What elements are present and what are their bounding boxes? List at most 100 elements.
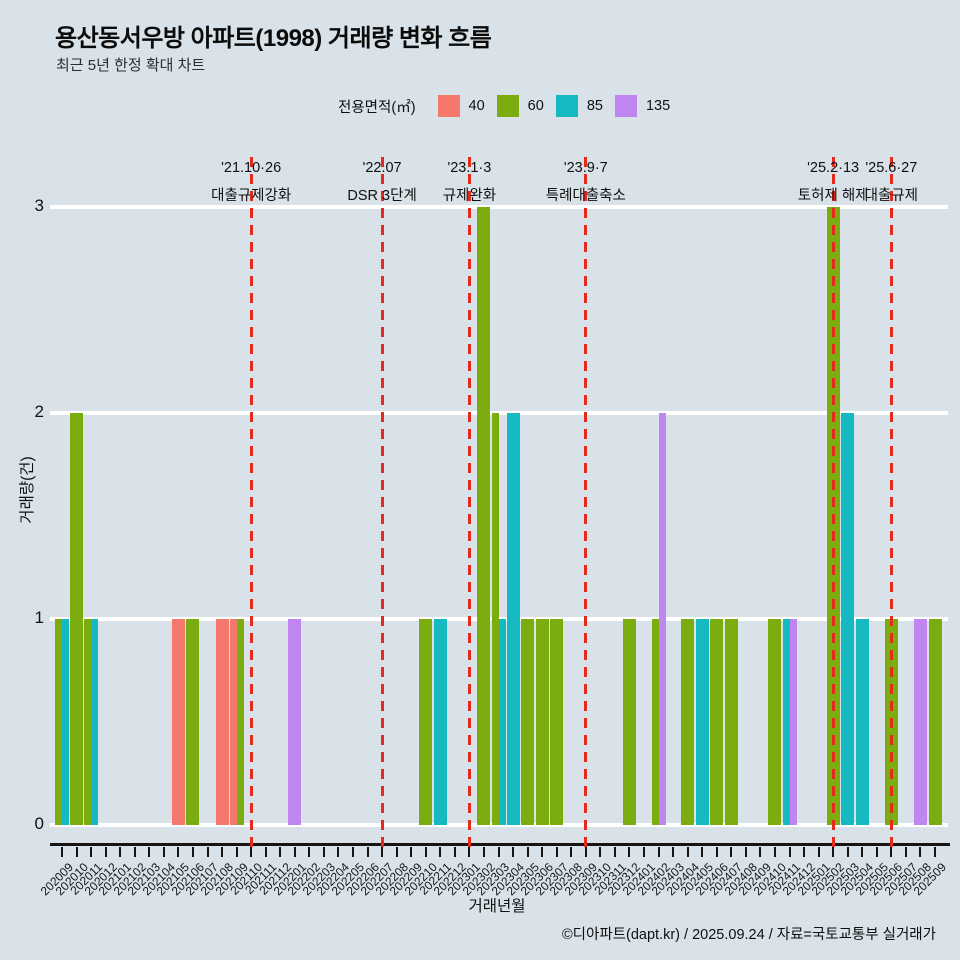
x-axis-title: 거래년월 bbox=[468, 898, 526, 915]
x-tick bbox=[221, 847, 224, 857]
gridline-y0 bbox=[50, 823, 948, 827]
legend-swatch-135 bbox=[614, 95, 637, 117]
bar-202411-135sqm bbox=[789, 619, 797, 825]
y-tick-label: 3 bbox=[34, 196, 44, 215]
x-tick bbox=[322, 847, 325, 857]
x-tick bbox=[235, 847, 238, 857]
gridline-y3 bbox=[50, 205, 948, 209]
page-title: 용산동서우방 아파트(1998) 거래량 변화 흐름 bbox=[55, 25, 492, 52]
y-tick-label: 1 bbox=[34, 608, 44, 627]
x-tick bbox=[133, 847, 136, 857]
annotation-line bbox=[831, 157, 835, 847]
bar-202407-60sqm bbox=[724, 619, 738, 825]
bar-202201-135sqm bbox=[288, 619, 302, 825]
x-tick bbox=[861, 847, 864, 857]
x-tick bbox=[890, 847, 893, 857]
annotation-label: 대출규제 bbox=[864, 188, 919, 204]
x-tick bbox=[468, 847, 471, 857]
bar-202411-85sqm bbox=[782, 619, 790, 825]
bar-202210-60sqm bbox=[419, 619, 433, 825]
annotation-line bbox=[249, 157, 253, 847]
x-tick bbox=[308, 847, 311, 857]
bar-202306-60sqm bbox=[535, 619, 549, 825]
bar-202406-60sqm bbox=[710, 619, 724, 825]
legend: 전용면적(㎡) 40 60 85 135 bbox=[338, 94, 670, 118]
bar-202105-40sqm bbox=[171, 619, 185, 825]
x-tick bbox=[191, 847, 194, 857]
x-tick bbox=[730, 847, 733, 857]
legend-item-label: 60 bbox=[527, 98, 544, 114]
x-tick bbox=[686, 847, 689, 857]
x-tick bbox=[381, 847, 384, 857]
x-tick bbox=[555, 847, 558, 857]
x-tick bbox=[526, 847, 529, 857]
annotation-line bbox=[584, 157, 588, 847]
x-tick bbox=[832, 847, 835, 857]
bar-202109-40sqm bbox=[229, 619, 237, 825]
x-tick bbox=[424, 847, 427, 857]
annotation-date: '25.2·13 bbox=[807, 160, 860, 176]
x-tick bbox=[264, 847, 267, 857]
x-tick bbox=[744, 847, 747, 857]
bar-202410-60sqm bbox=[768, 619, 782, 825]
bar-202106-60sqm bbox=[186, 619, 200, 825]
x-tick bbox=[570, 847, 573, 857]
x-tick bbox=[643, 847, 645, 857]
bar-202402-60sqm bbox=[651, 619, 659, 825]
legend-swatch-85 bbox=[555, 95, 578, 117]
bar-202211-85sqm bbox=[433, 619, 447, 825]
bar-202305-60sqm bbox=[521, 619, 535, 825]
annotation-date: '25.6·27 bbox=[865, 160, 918, 176]
x-tick bbox=[482, 847, 485, 857]
bar-202109-60sqm bbox=[236, 619, 244, 825]
x-tick bbox=[162, 847, 165, 857]
x-tick bbox=[788, 847, 791, 857]
x-tick bbox=[657, 847, 660, 857]
x-tick bbox=[410, 847, 413, 857]
legend-swatch-40 bbox=[437, 95, 460, 117]
x-tick bbox=[904, 847, 907, 857]
x-tick bbox=[177, 847, 180, 857]
x-tick bbox=[206, 847, 209, 857]
legend-title: 전용면적(㎡) bbox=[338, 99, 416, 116]
x-tick bbox=[90, 847, 93, 857]
x-tick bbox=[293, 847, 296, 857]
x-tick bbox=[148, 847, 151, 857]
bar-202108-40sqm bbox=[215, 619, 229, 825]
x-tick bbox=[75, 847, 78, 857]
x-tick bbox=[628, 847, 631, 857]
x-tick bbox=[759, 847, 762, 857]
annotation-date: '23.9·7 bbox=[563, 160, 608, 176]
x-tick bbox=[512, 847, 515, 857]
annotation-date: '21.10·26 bbox=[221, 160, 282, 176]
legend-item-label: 135 bbox=[645, 98, 671, 114]
x-tick bbox=[817, 847, 820, 857]
bar-202404-60sqm bbox=[681, 619, 695, 825]
bar-202009-60sqm bbox=[55, 619, 62, 825]
bar-202405-85sqm bbox=[695, 619, 709, 825]
x-tick bbox=[279, 847, 282, 857]
footer-credit: ©디아파트(dapt.kr) / 2025.09.24 / 자료=국토교통부 실… bbox=[561, 927, 936, 943]
x-tick bbox=[497, 847, 500, 857]
x-tick bbox=[934, 847, 936, 857]
x-tick bbox=[352, 847, 354, 857]
x-tick bbox=[613, 847, 616, 857]
y-tick-label: 2 bbox=[34, 402, 44, 421]
annotation-line bbox=[380, 157, 384, 847]
x-tick bbox=[250, 847, 253, 857]
x-tick bbox=[439, 847, 442, 857]
x-tick bbox=[541, 847, 544, 857]
annotation-label: 토허제 해제 bbox=[797, 188, 869, 204]
x-axis-line bbox=[50, 843, 950, 846]
annotation-label: 특례대출축소 bbox=[545, 188, 626, 204]
bar-202312-60sqm bbox=[622, 619, 636, 825]
x-tick bbox=[773, 847, 776, 857]
bar-202307-60sqm bbox=[550, 619, 564, 825]
bar-202011-85sqm bbox=[91, 619, 99, 825]
legend-item-label: 40 bbox=[468, 98, 485, 114]
x-tick bbox=[599, 847, 602, 857]
annotation-date: '23.1·3 bbox=[447, 160, 492, 176]
bar-202509-60sqm bbox=[928, 619, 942, 825]
y-tick-label: 0 bbox=[34, 814, 44, 833]
